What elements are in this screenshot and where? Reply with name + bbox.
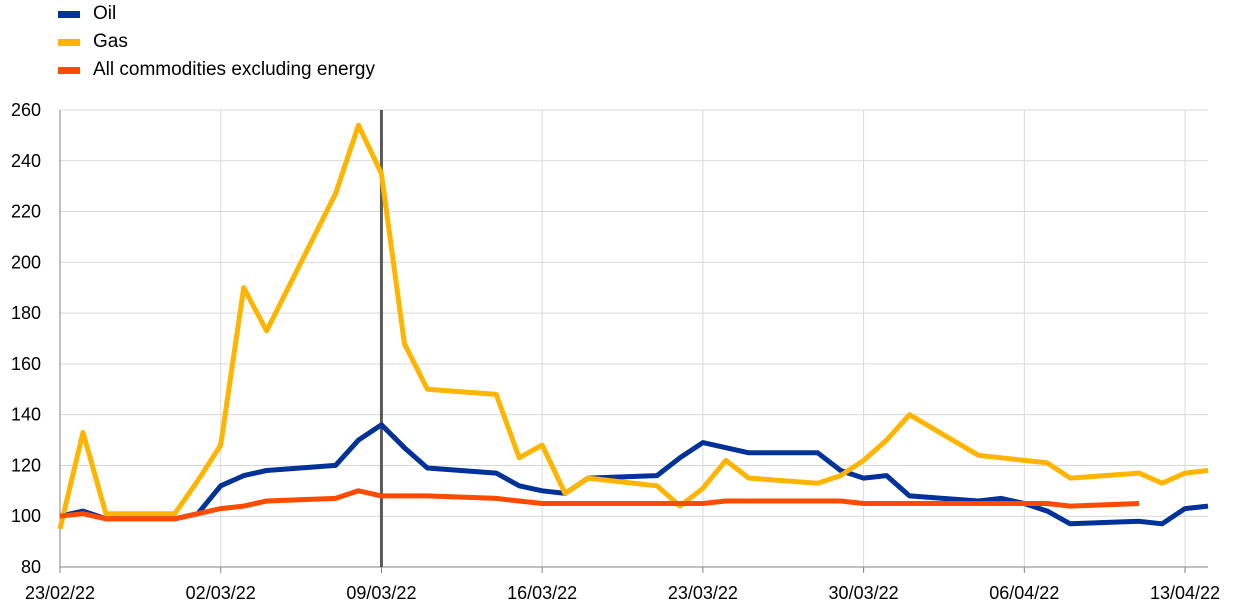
gas-line	[57, 122, 1209, 530]
y-tick-label: 220	[11, 202, 41, 222]
x-tick-label: 06/04/22	[989, 583, 1059, 603]
x-tick-label: 30/03/22	[829, 583, 899, 603]
legend-swatch-oil	[58, 10, 80, 18]
legend-item-oil: Oil	[58, 3, 116, 25]
x-tick-label: 02/03/22	[186, 583, 256, 603]
y-tick-label: 100	[11, 506, 41, 526]
y-tick-label: 180	[11, 303, 41, 323]
legend-label-oil: Oil	[93, 3, 117, 24]
x-tick-label: 09/03/22	[346, 583, 416, 603]
gridlines	[59, 109, 1208, 567]
legend-item-commodities: All commodities excluding energy	[58, 59, 375, 81]
legend-item-gas: Gas	[58, 31, 128, 53]
y-tick-label: 80	[21, 557, 41, 577]
x-tick-label: 23/02/22	[25, 583, 95, 603]
x-tick-label: 23/03/22	[668, 583, 738, 603]
y-tick-label: 260	[11, 100, 41, 120]
axes: 80 100 120 140 160 180 200 220 240 260 23/02/22 02/…	[11, 100, 1220, 603]
y-tick-label: 160	[11, 354, 41, 374]
y-tick-label: 140	[11, 405, 41, 425]
y-tick-label: 200	[11, 252, 41, 272]
commodities-line	[59, 488, 1140, 522]
legend-label-commodities: All commodities excluding energy	[93, 59, 375, 80]
legend-label-gas: Gas	[93, 31, 128, 52]
series-lines	[57, 122, 1209, 530]
x-tick-label: 13/04/22	[1150, 583, 1220, 603]
y-tick-label: 120	[11, 455, 41, 475]
x-tick-label: 16/03/22	[507, 583, 577, 603]
legend-swatch-commodities	[58, 66, 80, 74]
y-tick-label: 240	[11, 151, 41, 171]
legend-swatch-gas	[58, 38, 80, 46]
